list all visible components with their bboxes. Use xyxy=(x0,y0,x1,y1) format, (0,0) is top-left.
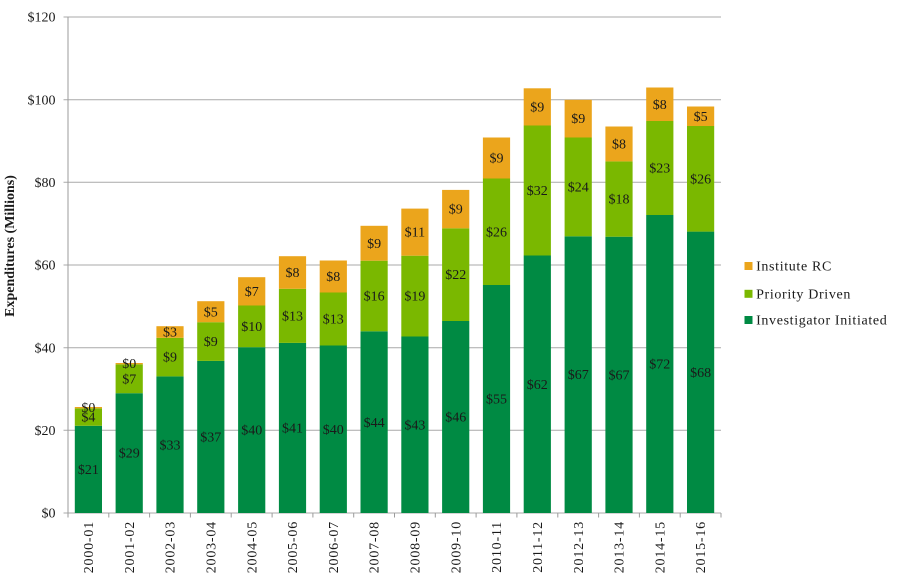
svg-text:$7: $7 xyxy=(122,372,136,387)
svg-text:$21: $21 xyxy=(78,463,99,478)
svg-text:2015-16: 2015-16 xyxy=(694,521,709,573)
svg-text:$0: $0 xyxy=(42,507,56,522)
svg-text:$8: $8 xyxy=(653,98,667,113)
svg-text:$16: $16 xyxy=(364,290,385,305)
svg-text:$40: $40 xyxy=(241,424,262,439)
svg-text:$7: $7 xyxy=(245,285,259,300)
svg-text:2005-06: 2005-06 xyxy=(286,521,301,573)
svg-text:2001-02: 2001-02 xyxy=(123,521,138,573)
svg-text:2013-14: 2013-14 xyxy=(613,521,628,573)
svg-text:Expenditures (Millions): Expenditures (Millions) xyxy=(3,175,18,317)
svg-text:$0: $0 xyxy=(122,357,136,372)
svg-text:$120: $120 xyxy=(28,11,56,26)
svg-text:$26: $26 xyxy=(486,225,507,240)
svg-text:$100: $100 xyxy=(28,93,56,108)
svg-text:Institute RC: Institute RC xyxy=(756,260,832,275)
svg-text:2002-03: 2002-03 xyxy=(164,521,179,573)
svg-text:$44: $44 xyxy=(364,416,385,431)
svg-text:2011-12: 2011-12 xyxy=(531,521,546,573)
svg-text:$62: $62 xyxy=(527,378,548,393)
svg-text:$22: $22 xyxy=(445,268,466,283)
svg-text:2006-07: 2006-07 xyxy=(327,521,342,573)
svg-text:2012-13: 2012-13 xyxy=(572,521,587,573)
svg-text:$18: $18 xyxy=(609,193,630,208)
svg-text:$9: $9 xyxy=(571,112,585,127)
svg-text:$32: $32 xyxy=(527,184,548,199)
svg-text:$37: $37 xyxy=(200,431,221,446)
svg-text:$72: $72 xyxy=(649,358,670,373)
svg-text:$11: $11 xyxy=(405,226,425,241)
svg-text:$8: $8 xyxy=(286,266,300,281)
svg-text:$3: $3 xyxy=(163,326,177,341)
svg-text:$0: $0 xyxy=(81,401,95,416)
svg-text:$67: $67 xyxy=(609,369,630,384)
svg-text:$9: $9 xyxy=(204,335,218,350)
svg-text:$4: $4 xyxy=(81,411,95,426)
svg-text:$19: $19 xyxy=(404,290,425,305)
svg-text:$60: $60 xyxy=(35,259,56,274)
svg-text:$40: $40 xyxy=(35,341,56,356)
svg-text:$20: $20 xyxy=(35,424,56,439)
svg-text:$80: $80 xyxy=(35,176,56,191)
svg-text:$9: $9 xyxy=(163,351,177,366)
svg-text:$24: $24 xyxy=(568,181,589,196)
svg-text:$9: $9 xyxy=(449,203,463,218)
svg-text:2009-10: 2009-10 xyxy=(449,521,464,573)
svg-text:$8: $8 xyxy=(326,270,340,285)
svg-text:$23: $23 xyxy=(649,162,670,177)
svg-text:$13: $13 xyxy=(323,313,344,328)
svg-text:2007-08: 2007-08 xyxy=(368,521,383,573)
svg-text:$40: $40 xyxy=(323,423,344,438)
svg-text:$33: $33 xyxy=(160,438,181,453)
svg-text:$9: $9 xyxy=(490,152,504,167)
svg-text:2003-04: 2003-04 xyxy=(204,521,219,573)
svg-text:2014-15: 2014-15 xyxy=(653,521,668,573)
svg-text:$26: $26 xyxy=(690,172,711,187)
svg-text:$43: $43 xyxy=(404,418,425,433)
svg-text:Investigator Initiated: Investigator Initiated xyxy=(756,314,887,329)
svg-text:Priority Driven: Priority Driven xyxy=(756,287,851,302)
svg-text:$8: $8 xyxy=(612,138,626,153)
svg-text:2000-01: 2000-01 xyxy=(82,521,97,573)
svg-text:$9: $9 xyxy=(530,101,544,116)
svg-text:$5: $5 xyxy=(204,305,218,320)
svg-text:$68: $68 xyxy=(690,366,711,381)
svg-text:2008-09: 2008-09 xyxy=(409,521,424,573)
svg-text:$46: $46 xyxy=(445,411,466,426)
svg-text:$29: $29 xyxy=(119,447,140,462)
svg-text:$67: $67 xyxy=(568,368,589,383)
svg-text:$9: $9 xyxy=(367,237,381,252)
svg-text:$5: $5 xyxy=(694,110,708,125)
svg-text:$55: $55 xyxy=(486,393,507,408)
svg-text:2004-05: 2004-05 xyxy=(245,521,260,573)
svg-text:2010-11: 2010-11 xyxy=(490,521,505,573)
svg-text:$41: $41 xyxy=(282,422,303,437)
svg-text:$10: $10 xyxy=(241,320,262,335)
svg-text:$13: $13 xyxy=(282,310,303,325)
